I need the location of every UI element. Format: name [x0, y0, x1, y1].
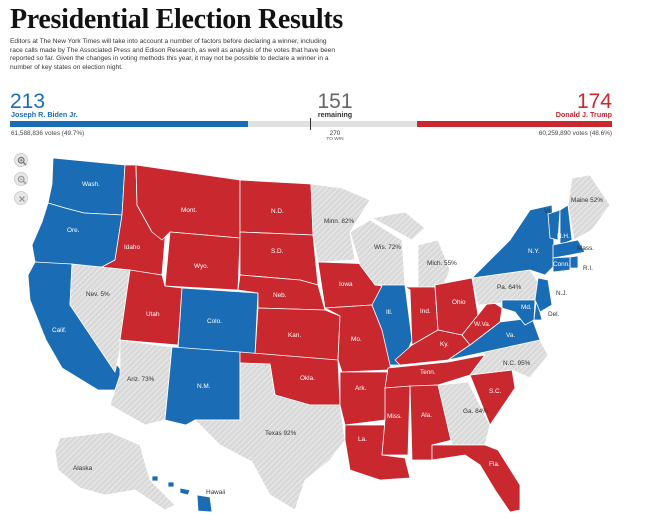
- label-sd: S.D.: [271, 248, 284, 255]
- state-mn[interactable]: [310, 183, 371, 263]
- state-ar[interactable]: [339, 371, 389, 426]
- zoom-in-button[interactable]: [14, 153, 28, 167]
- trump-name: Donald J. Trump: [555, 110, 612, 119]
- label-ct: Conn.: [553, 261, 570, 268]
- page-title: Presidential Election Results: [10, 4, 343, 35]
- label-md: Md.: [521, 304, 532, 311]
- label-nm: N.M.: [197, 383, 211, 390]
- label-wa: Wash.: [82, 181, 100, 188]
- label-la: La.: [358, 436, 367, 443]
- label-ga: Ga. 84%: [463, 408, 488, 415]
- biden-name: Joseph R. Biden Jr.: [11, 110, 78, 119]
- state-va[interactable]: [447, 317, 541, 361]
- biden-bar-segment: [10, 121, 249, 127]
- label-mo: Mo.: [351, 336, 362, 343]
- label-ma: Mass.: [577, 245, 594, 252]
- label-tx: Texas 92%: [265, 430, 297, 437]
- label-ca: Calif.: [52, 327, 67, 334]
- label-il: Ill.: [386, 309, 393, 316]
- trump-electoral-votes: 174: [576, 90, 612, 113]
- state-ct[interactable]: [552, 256, 571, 273]
- win-threshold-marker: [310, 118, 311, 130]
- zoom-out-icon: [17, 175, 27, 185]
- label-hi: Hawaii: [206, 489, 225, 496]
- state-wy[interactable]: [164, 231, 241, 291]
- trump-popular-vote: 60,259,890 votes (48.6%): [538, 130, 612, 137]
- label-ok: Okla.: [300, 375, 315, 382]
- biden-electoral-votes: 213: [10, 90, 46, 113]
- trump-bar-segment: [417, 121, 612, 127]
- label-id: Idaho: [124, 244, 140, 251]
- label-in: Ind.: [420, 308, 431, 315]
- label-nj: N.J.: [556, 290, 568, 297]
- label-az: Ariz. 73%: [127, 376, 155, 383]
- state-mi[interactable]: [371, 211, 451, 291]
- label-nd: N.D.: [271, 208, 284, 215]
- state-md[interactable]: [501, 299, 536, 326]
- state-ga[interactable]: [437, 381, 491, 446]
- label-nv: Nev. 5%: [86, 291, 110, 298]
- label-or: Ore.: [67, 227, 80, 234]
- label-wv: W.Va.: [474, 321, 491, 328]
- biden-popular-vote: 61,588,836 votes (49.7%): [11, 130, 85, 137]
- label-wy: Wyo.: [194, 263, 209, 270]
- to-win-number: 270: [329, 130, 341, 137]
- state-ny[interactable]: [471, 204, 556, 279]
- label-ms: Miss.: [387, 413, 402, 420]
- label-ut: Utah: [146, 311, 160, 318]
- label-co: Colo.: [207, 318, 222, 325]
- state-nh[interactable]: [559, 204, 573, 246]
- intro-text: Editors at The New York Times will take …: [10, 38, 335, 72]
- label-mn: Minn. 82%: [324, 218, 355, 225]
- state-me[interactable]: [567, 174, 611, 241]
- label-ri: R.I.: [583, 265, 593, 272]
- zoom-out-button[interactable]: [14, 172, 28, 186]
- label-mi: Mich. 55%: [427, 260, 457, 267]
- state-mt[interactable]: [135, 164, 241, 241]
- state-ak[interactable]: [54, 431, 176, 511]
- label-al: Ala.: [421, 412, 432, 419]
- label-ks: Kan.: [288, 332, 301, 339]
- state-ma[interactable]: [552, 239, 586, 259]
- label-oh: Ohio: [452, 299, 466, 306]
- label-ia: Iowa: [339, 281, 353, 288]
- zoom-in-icon: [17, 156, 27, 166]
- label-ne: Neb.: [273, 292, 287, 299]
- label-ky: Ky.: [440, 341, 449, 348]
- state-hi[interactable]: [151, 475, 213, 513]
- reset-map-button[interactable]: [14, 191, 28, 205]
- label-vt: Vt.: [544, 208, 552, 215]
- state-tx[interactable]: [194, 362, 346, 511]
- state-il[interactable]: [371, 284, 413, 366]
- close-icon: [19, 196, 25, 202]
- state-ri[interactable]: [569, 255, 579, 269]
- label-fl: Fla.: [489, 461, 500, 468]
- label-sc: S.C.: [489, 388, 502, 395]
- electoral-vote-bar: [10, 118, 612, 130]
- label-pa: Pa. 64%: [497, 284, 521, 291]
- remaining-label: remaining: [317, 110, 353, 119]
- state-vt[interactable]: [547, 209, 561, 241]
- label-wi: Wis. 72%: [374, 244, 401, 251]
- state-nv[interactable]: [69, 263, 131, 373]
- state-ms[interactable]: [381, 385, 411, 456]
- label-va: Va.: [506, 332, 515, 339]
- label-nc: N.C. 95%: [503, 360, 531, 367]
- label-tn: Tenn.: [420, 369, 436, 376]
- label-nh: N.H.: [557, 233, 570, 240]
- state-nj[interactable]: [534, 277, 553, 313]
- to-win-label: TO WIN: [326, 137, 344, 142]
- remaining-electoral-votes: 151: [317, 90, 353, 113]
- state-fl[interactable]: [431, 444, 521, 513]
- label-mt: Mont.: [181, 207, 197, 214]
- label-ny: N.Y.: [528, 248, 540, 255]
- label-me: Maine 52%: [571, 197, 603, 204]
- label-de: Del.: [548, 311, 560, 318]
- label-ar: Ark.: [355, 385, 367, 392]
- label-ak: Alaska: [73, 465, 93, 472]
